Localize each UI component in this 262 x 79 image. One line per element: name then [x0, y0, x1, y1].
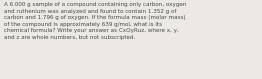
Text: A 6.000 g sample of a compound containing only carbon, oxygen
and ruthenium was : A 6.000 g sample of a compound containin… — [4, 2, 186, 40]
